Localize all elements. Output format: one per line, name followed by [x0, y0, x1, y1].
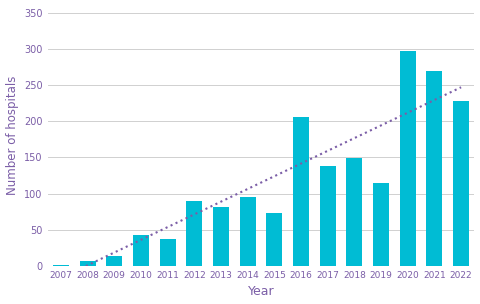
Bar [53, 264, 69, 266]
Bar [240, 197, 256, 266]
Y-axis label: Number of hospitals: Number of hospitals [6, 76, 19, 195]
Bar [266, 213, 282, 266]
Bar [80, 261, 96, 266]
Bar [186, 201, 203, 266]
Bar [373, 183, 389, 266]
Bar [400, 51, 416, 266]
Bar [453, 101, 469, 266]
Bar [133, 235, 149, 266]
Bar [293, 117, 309, 266]
Bar [426, 71, 443, 266]
Bar [106, 256, 122, 266]
Bar [160, 239, 176, 266]
Bar [347, 158, 362, 266]
X-axis label: Year: Year [248, 285, 275, 299]
Bar [320, 166, 336, 266]
Bar [213, 207, 229, 266]
